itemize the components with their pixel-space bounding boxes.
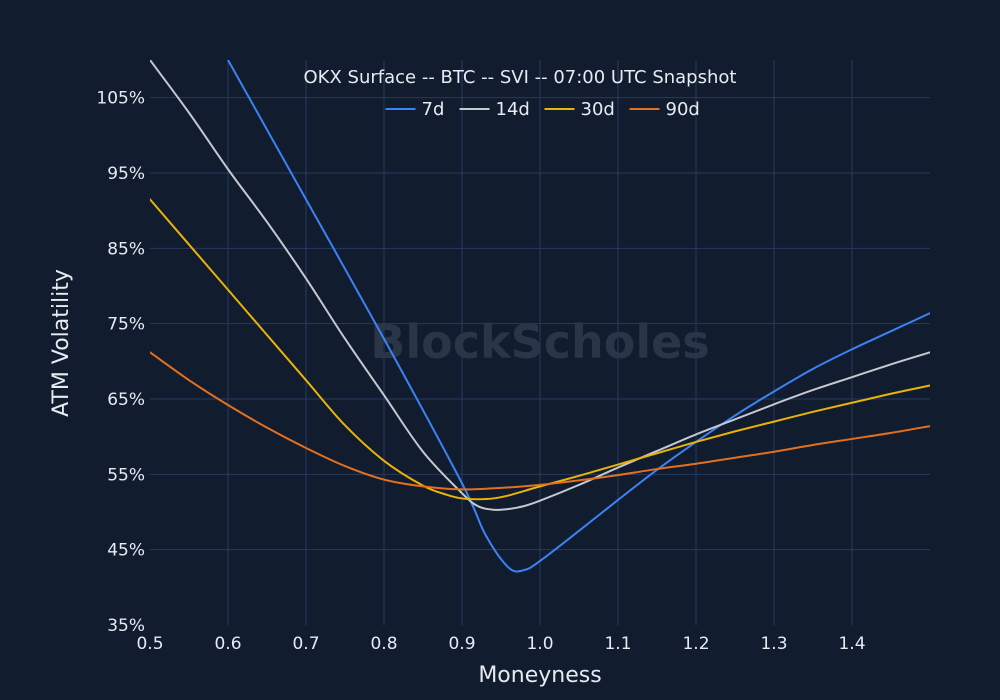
x-tick-label: 0.6 — [214, 634, 241, 654]
x-tick-label: 1.1 — [604, 634, 631, 654]
legend-label-14d: 14d — [496, 99, 530, 120]
legend-label-90d: 90d — [666, 99, 700, 120]
y-tick-label: 45% — [107, 541, 145, 561]
y-tick-label: 55% — [107, 465, 145, 485]
y-tick-label: 65% — [107, 390, 145, 410]
x-axis-title: Moneyness — [478, 663, 601, 688]
series-line-90d — [150, 351, 930, 491]
series-line-14d — [150, 60, 930, 511]
y-tick-label: 85% — [107, 239, 145, 259]
x-tick-label: 1.3 — [760, 634, 787, 654]
chart-title: OKX Surface -- BTC -- SVI -- 07:00 UTC S… — [304, 67, 737, 88]
series-line-30d — [150, 198, 930, 501]
x-tick-label: 1.4 — [838, 634, 865, 654]
tick-layer: 0.5 0.6 0.7 0.8 0.9 1.0 1.1 1.2 1.3 1.4 35% 45% 55% 6… — [96, 89, 865, 654]
x-tick-label: 0.9 — [448, 634, 475, 654]
grid-layer — [150, 60, 930, 625]
y-tick-label: 105% — [96, 89, 145, 109]
y-tick-label: 35% — [107, 616, 145, 636]
x-tick-label: 0.5 — [136, 634, 163, 654]
legend-label-7d: 7d — [422, 99, 445, 120]
series-line-7d — [227, 60, 930, 573]
series-layer — [150, 60, 930, 573]
watermark: BlockScholes — [370, 315, 709, 369]
y-axis-title: ATM Volatility — [49, 269, 74, 417]
x-tick-label: 0.8 — [370, 634, 397, 654]
x-tick-label: 1.0 — [526, 634, 553, 654]
x-tick-label: 1.2 — [682, 634, 709, 654]
legend: 7d 14d 30d 90d — [385, 99, 700, 120]
y-tick-label: 95% — [107, 164, 145, 184]
legend-label-30d: 30d — [581, 99, 615, 120]
y-tick-label: 75% — [107, 315, 145, 335]
x-tick-label: 0.7 — [292, 634, 319, 654]
